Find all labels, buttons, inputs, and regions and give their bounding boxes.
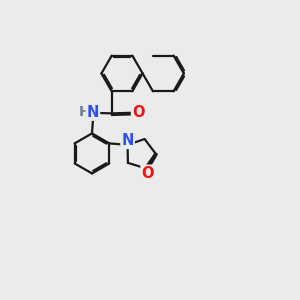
Text: O: O <box>132 105 145 120</box>
Text: N: N <box>87 105 99 120</box>
Text: O: O <box>142 166 154 181</box>
Text: N: N <box>122 133 134 148</box>
Text: H: H <box>79 105 90 119</box>
